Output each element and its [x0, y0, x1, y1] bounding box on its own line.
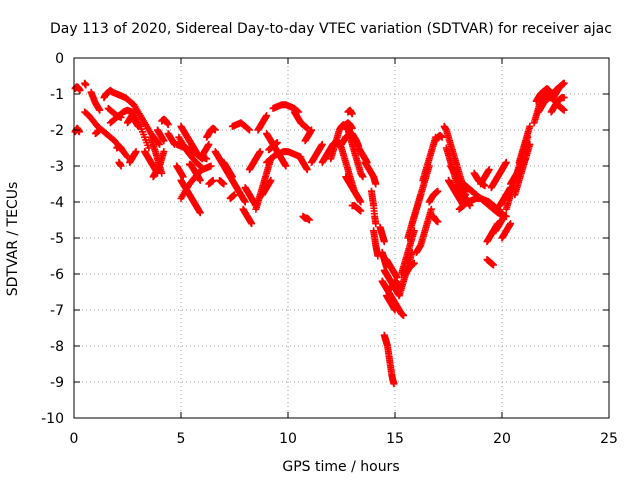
data-point	[507, 220, 515, 228]
y-tick-label: -3	[50, 159, 64, 175]
x-axis-label: GPS time / hours	[282, 459, 399, 475]
x-tick-label: 10	[279, 431, 297, 447]
data-point	[560, 79, 568, 87]
chart-title: Day 113 of 2020, Sidereal Day-to-day VTE…	[50, 21, 612, 37]
data-point	[438, 133, 446, 141]
data-point	[160, 148, 168, 156]
data-point	[560, 106, 568, 114]
data-point	[244, 125, 252, 133]
x-tick-label: 20	[493, 431, 511, 447]
data-point	[119, 148, 127, 156]
data-point	[303, 124, 311, 132]
y-tick-label: -4	[50, 195, 64, 211]
data-point	[156, 140, 164, 148]
data-point	[82, 81, 90, 89]
data-point	[391, 306, 399, 314]
y-tick-label: -8	[50, 339, 64, 355]
y-axis-label: SDTVAR / TECUs	[5, 182, 21, 297]
data-point	[485, 166, 493, 174]
data-point	[372, 220, 380, 228]
data-point	[308, 126, 316, 134]
data-point	[96, 106, 104, 114]
data-point	[380, 238, 388, 246]
data-point	[196, 176, 204, 184]
data-point	[273, 139, 281, 147]
data-point	[76, 86, 84, 94]
data-point	[526, 122, 534, 130]
data-point	[196, 209, 204, 217]
data-point	[410, 259, 418, 267]
data-point	[164, 121, 172, 129]
data-point	[158, 169, 166, 177]
data-point	[502, 158, 510, 166]
data-point	[560, 94, 568, 102]
data-point	[359, 173, 367, 181]
data-point	[241, 198, 249, 206]
data-point	[357, 207, 365, 215]
data-point	[348, 110, 356, 118]
data-point	[179, 173, 187, 181]
data-point	[400, 311, 408, 319]
data-point	[205, 140, 213, 148]
data-point	[231, 191, 238, 199]
y-tick-label: -7	[50, 303, 64, 319]
data-point	[96, 126, 104, 134]
data-point	[122, 152, 130, 160]
data-point	[195, 161, 203, 169]
grid-lines	[74, 58, 609, 418]
data-point	[489, 261, 497, 269]
data-point	[248, 220, 256, 228]
data-point	[211, 126, 219, 134]
data-point	[372, 180, 380, 188]
data-point	[434, 218, 442, 226]
y-tick-label: -9	[50, 375, 64, 391]
data-point	[132, 148, 140, 156]
data-point	[267, 176, 275, 184]
y-tick-label: 0	[55, 51, 64, 67]
x-tick-labels: 0 5 10 15 20 25	[70, 431, 618, 447]
data-point	[303, 166, 311, 174]
data-point	[305, 216, 313, 224]
x-tick-label: 0	[70, 431, 79, 447]
data-point	[348, 124, 356, 132]
x-tick-label: 5	[177, 431, 186, 447]
data-point	[318, 140, 326, 148]
data-point	[282, 162, 290, 170]
data-point	[434, 187, 442, 195]
data-point	[155, 139, 163, 147]
y-tick-label: -6	[50, 267, 64, 283]
y-tick-label: -2	[50, 123, 64, 139]
data-point	[130, 108, 138, 116]
y-tick-labels: 0 -1 -2 -3 -4 -5 -6 -7 -8 -9 -10	[41, 51, 64, 427]
axis-ticks	[73, 57, 610, 419]
data-points	[71, 79, 568, 388]
data-point	[134, 122, 142, 130]
y-tick-label: -5	[50, 231, 64, 247]
y-tick-label: -1	[50, 87, 64, 103]
data-point	[357, 198, 365, 206]
y-tick-label: -10	[41, 411, 64, 427]
data-point	[263, 112, 271, 120]
data-point	[481, 182, 489, 190]
data-point	[427, 205, 435, 213]
data-point	[245, 126, 253, 134]
x-tick-label: 15	[386, 431, 404, 447]
data-point	[75, 128, 83, 136]
x-tick-label: 25	[600, 431, 618, 447]
data-point	[209, 176, 217, 184]
data-point	[220, 180, 228, 188]
data-point	[207, 162, 215, 170]
data-point	[390, 380, 398, 388]
data-point	[256, 148, 264, 156]
data-point	[117, 162, 125, 170]
data-point	[500, 212, 508, 220]
data-point	[160, 137, 168, 145]
